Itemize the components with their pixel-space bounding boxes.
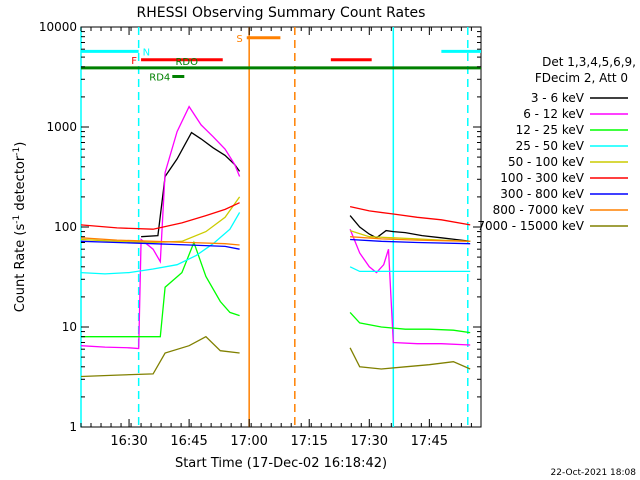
y-axis-label: Count Rate (s-1 detector-1)	[12, 142, 28, 313]
series-line-1	[80, 105, 241, 350]
x-axis-ticks: 16:30 16:45 17:00 17:15 17:30 17:45	[80, 27, 472, 449]
y-tick-label: 100	[54, 220, 77, 234]
series-layer	[80, 105, 471, 378]
annotation-label: F	[131, 56, 137, 67]
series-line-5	[80, 202, 240, 230]
x-tick-label: 16:30	[110, 434, 147, 449]
y-tick-label: 10000	[39, 20, 77, 34]
series-line-8	[349, 347, 471, 370]
legend-header-line-1: Det 1,3,4,5,6,9,	[542, 55, 636, 69]
series-line-8	[80, 335, 240, 378]
annotation-label: RDO	[175, 57, 198, 68]
y-axis-label-mid: detector	[13, 155, 28, 215]
y-tick-label: 1	[69, 420, 77, 434]
series-line-6	[80, 240, 240, 250]
annotation-label: S	[236, 34, 242, 45]
series-line-7	[80, 237, 240, 246]
legend-label: 50 - 100 keV	[508, 155, 585, 169]
plot-area: N S F RDO RD4 16:30 16:45 17:00 17:15 17:30 17:45…	[39, 20, 482, 449]
annotation-label: N	[143, 47, 150, 58]
legend-label: 300 - 800 keV	[500, 187, 584, 201]
series-line-3	[349, 266, 471, 273]
legend-label: 800 - 7000 keV	[493, 203, 585, 217]
series-line-7	[350, 236, 471, 242]
legend-header-line-2: FDecim 2, Att 0	[535, 71, 628, 85]
x-tick-label: 17:00	[230, 434, 267, 449]
series-line-4	[80, 196, 241, 244]
series-line-0	[349, 215, 471, 242]
series-line-2	[349, 311, 471, 334]
legend-items: 3 - 6 keV 6 - 12 keV 12 - 25 keV 25 - 50 ke…	[477, 91, 628, 233]
legend-label: 100 - 300 keV	[500, 171, 584, 185]
chart-title: RHESSI Observing Summary Count Rates	[137, 5, 426, 21]
mode-annotations: N S F RDO RD4	[81, 34, 481, 83]
series-line-3	[80, 212, 241, 275]
series-line-0	[141, 131, 241, 238]
annotation-label: RD4	[149, 72, 170, 83]
legend-label: 25 - 50 keV	[516, 139, 585, 153]
series-line-5	[349, 205, 471, 226]
x-tick-label: 16:45	[170, 434, 207, 449]
plot-frame	[80, 26, 482, 428]
legend-label: 7000 - 15000 keV	[477, 219, 584, 233]
legend: Det 1,3,4,5,6,9, FDecim 2, Att 0 3 - 6 k…	[477, 55, 636, 233]
y-tick-label: 10	[62, 320, 77, 334]
x-axis-label: Start Time (17-Dec-02 16:18:42)	[175, 456, 387, 471]
y-axis-label-end: )	[13, 142, 28, 147]
vertical-markers	[80, 27, 469, 427]
legend-label: 6 - 12 keV	[523, 107, 585, 121]
x-tick-label: 17:15	[290, 434, 327, 449]
y-axis-label-sup: -1	[12, 215, 22, 224]
legend-label: 12 - 25 keV	[516, 123, 585, 137]
y-tick-label: 1000	[46, 120, 77, 134]
y-axis-label-main: Count Rate (s	[13, 224, 28, 313]
series-line-1	[349, 228, 471, 346]
series-line-6	[350, 238, 471, 245]
series-line-2	[81, 240, 240, 338]
footer-timestamp: 22-Oct-2021 18:08	[551, 468, 637, 478]
x-tick-label: 17:45	[411, 434, 448, 449]
y-axis-ticks: 1 10 100 1000 10000	[39, 20, 481, 434]
y-axis-label-sup2: -1	[12, 147, 22, 156]
legend-label: 3 - 6 keV	[531, 91, 585, 105]
x-tick-label: 17:30	[351, 434, 388, 449]
